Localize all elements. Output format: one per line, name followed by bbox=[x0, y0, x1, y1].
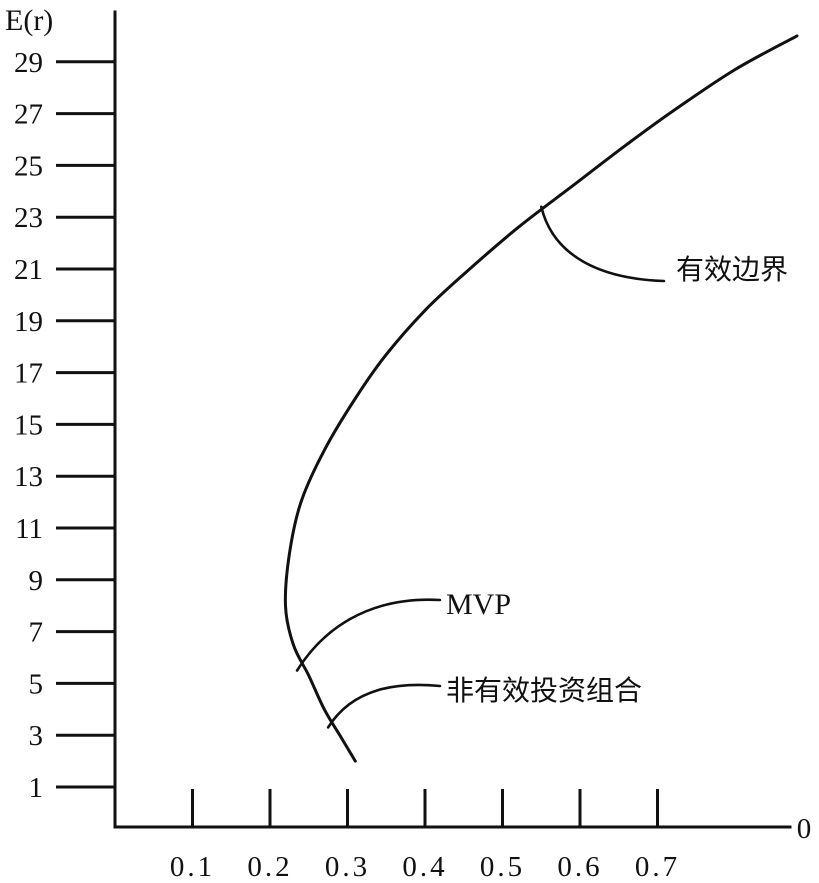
y-tick-label: 1 bbox=[29, 772, 44, 804]
y-tick-label: 15 bbox=[14, 409, 43, 441]
y-axis-title: E(r) bbox=[5, 4, 53, 37]
efficient-frontier-label: 有效边界 bbox=[676, 253, 788, 286]
inefficient-portfolio-label: 非有效投资组合 bbox=[446, 674, 642, 707]
y-tick-label: 27 bbox=[14, 99, 43, 131]
x-tick-label: 0.7 bbox=[635, 851, 680, 883]
y-tick-label: 25 bbox=[14, 150, 43, 182]
y-tick-label: 17 bbox=[14, 358, 43, 390]
y-tick-label: 11 bbox=[15, 513, 43, 545]
y-tick-label: 29 bbox=[14, 47, 43, 79]
y-tick-label: 7 bbox=[29, 617, 44, 649]
y-tick-label: 19 bbox=[14, 306, 43, 338]
x-tick-label: 0.6 bbox=[557, 851, 602, 883]
mvp-leader bbox=[295, 598, 442, 672]
y-tick-label: 23 bbox=[14, 202, 43, 234]
x-axis-end-label: 0 bbox=[797, 813, 812, 845]
y-tick-label: 3 bbox=[29, 720, 44, 752]
inefficient-portfolio-leader bbox=[326, 683, 442, 729]
x-tick-label: 0.5 bbox=[480, 851, 525, 883]
y-tick-label: 9 bbox=[29, 565, 44, 597]
x-tick-label: 0.2 bbox=[247, 851, 292, 883]
x-tick-label: 0.4 bbox=[402, 851, 447, 883]
efficient-frontier-curve bbox=[283, 34, 799, 763]
y-tick-label: 13 bbox=[14, 461, 43, 493]
x-tick-label: 0.1 bbox=[170, 851, 215, 883]
x-tick-label: 0.3 bbox=[325, 851, 370, 883]
mvp-label: MVP bbox=[446, 588, 511, 621]
y-tick-label: 5 bbox=[29, 668, 44, 700]
y-tick-label: 21 bbox=[14, 254, 43, 286]
efficient-frontier-leader bbox=[540, 205, 666, 283]
